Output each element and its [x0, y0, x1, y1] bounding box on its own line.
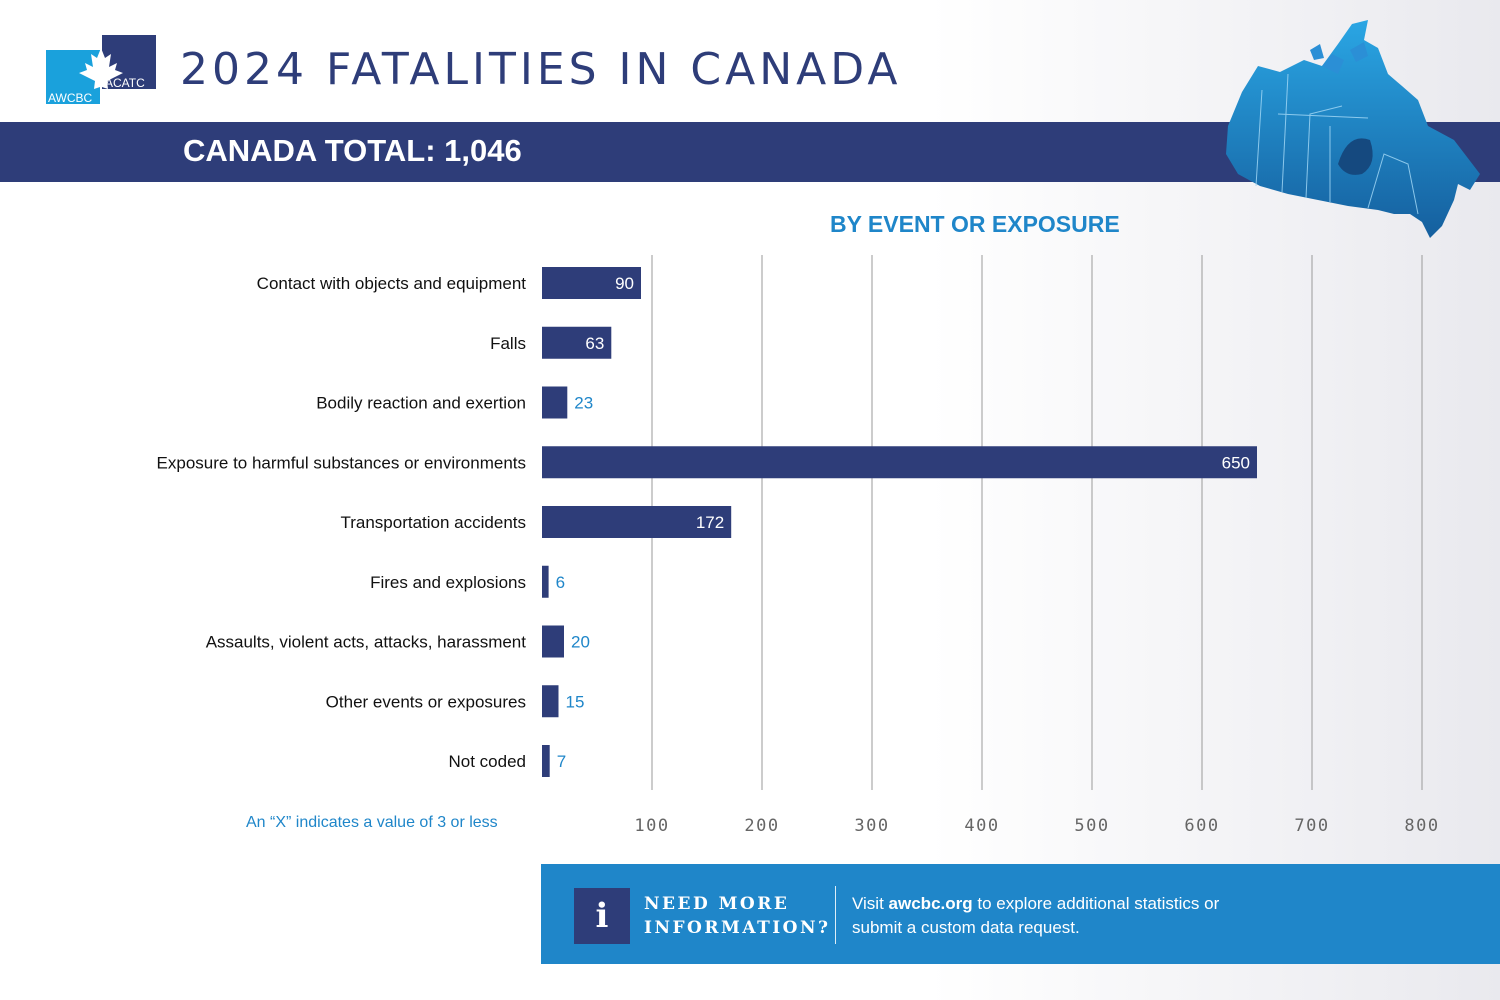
- info-icon: i: [574, 888, 630, 944]
- data-label: 6: [556, 573, 565, 592]
- chart-title: BY EVENT OR EXPOSURE: [830, 211, 1120, 237]
- bar: [542, 326, 612, 359]
- logo-text-left: AWCBC: [48, 91, 93, 105]
- info-text-pre: Visit: [852, 894, 889, 913]
- data-label: 90: [615, 274, 634, 293]
- x-tick-label: 800: [1404, 816, 1439, 836]
- x-tick-label: 500: [1074, 816, 1109, 836]
- info-divider: [835, 886, 836, 944]
- awcbc-link[interactable]: awcbc.org: [888, 894, 973, 913]
- page-title: 2024 FATALITIES IN CANADA: [180, 44, 902, 95]
- x-tick-label: 600: [1184, 816, 1219, 836]
- info-heading: NEED MORE INFORMATION?: [644, 894, 831, 938]
- data-label: 20: [571, 633, 590, 652]
- canada-map-icon: [1226, 20, 1480, 238]
- info-text-post: to explore additional statistics or subm…: [852, 894, 1220, 937]
- x-tick-label: 200: [744, 816, 779, 836]
- bar: [542, 625, 564, 658]
- data-label: 172: [696, 513, 724, 532]
- canada-total: CANADA TOTAL: 1,046: [183, 133, 522, 168]
- category-label: Falls: [490, 334, 526, 353]
- info-text: Visit awcbc.org to explore additional st…: [852, 892, 1272, 940]
- bar: [542, 565, 549, 598]
- category-label: Contact with objects and equipment: [257, 274, 527, 293]
- x-tick-label: 100: [634, 816, 669, 836]
- category-label: Exposure to harmful substances or enviro…: [157, 453, 526, 472]
- data-label: 63: [585, 334, 604, 353]
- info-box: i NEED MORE INFORMATION? Visit awcbc.org…: [541, 864, 1500, 964]
- x-tick-label: 300: [854, 816, 889, 836]
- bar: [542, 267, 641, 299]
- category-label: Transportation accidents: [340, 513, 526, 532]
- category-label: Assaults, violent acts, attacks, harassm…: [206, 633, 527, 652]
- awcbc-logo: AWCBC ACATC: [46, 35, 156, 105]
- category-label: Bodily reaction and exertion: [316, 394, 526, 413]
- bar: [542, 745, 550, 777]
- category-label: Fires and explosions: [370, 573, 526, 592]
- logo-text-right: ACATC: [105, 76, 145, 90]
- data-label: 15: [566, 692, 585, 711]
- data-label: 650: [1222, 453, 1250, 472]
- bar: [542, 446, 1257, 479]
- data-label: 23: [574, 394, 593, 413]
- bar-chart: 100 200 300 400 500 600 700 800 Contact with obj…: [157, 255, 1439, 836]
- bar: [542, 506, 732, 538]
- x-tick-label: 700: [1294, 816, 1329, 836]
- bar: [542, 386, 568, 419]
- footnote: An “X” indicates a value of 3 or less: [246, 814, 498, 831]
- category-label: Other events or exposures: [326, 692, 526, 711]
- x-tick-label: 400: [964, 816, 999, 836]
- data-label: 7: [557, 752, 566, 771]
- bar: [542, 685, 559, 718]
- category-label: Not coded: [449, 752, 527, 771]
